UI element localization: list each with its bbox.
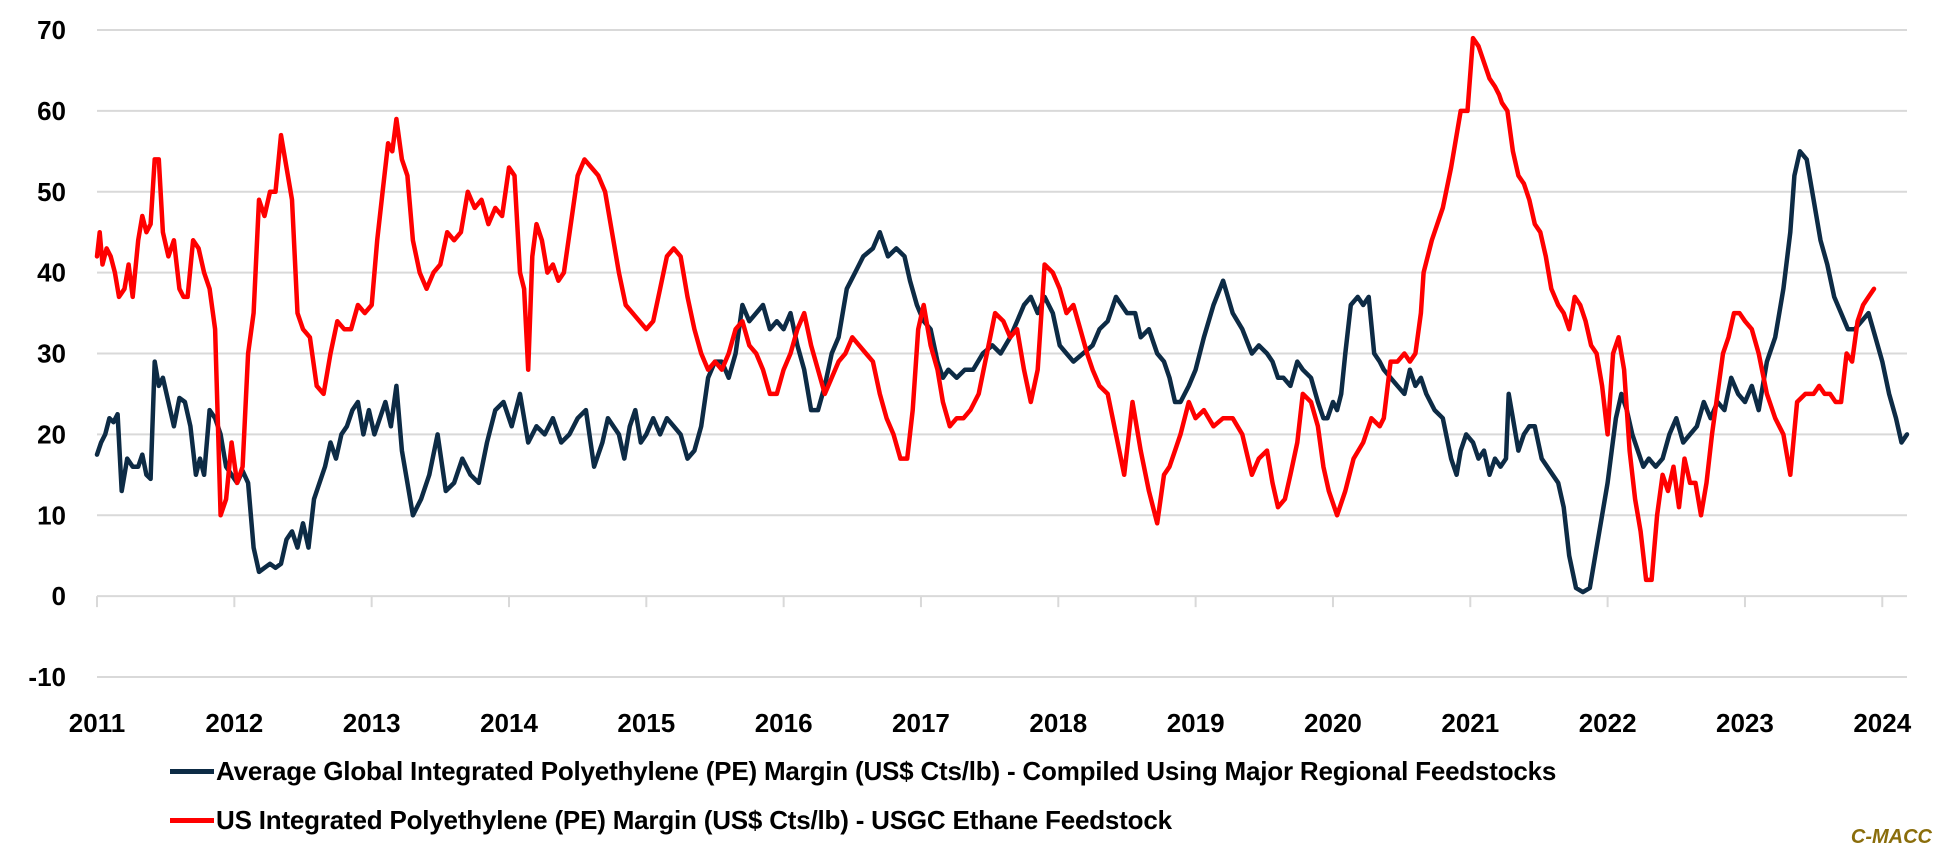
y-tick-label: 50: [37, 177, 66, 207]
x-tick-label: 2019: [1167, 708, 1225, 738]
legend-label: US Integrated Polyethylene (PE) Margin (…: [216, 805, 1172, 835]
y-tick-label: 40: [37, 258, 66, 288]
x-axis-tick-labels: 2011 2012 2013 2014 2015 2016 2017 2018 2019 2020…: [69, 708, 1912, 738]
x-tick-label: 2017: [892, 708, 950, 738]
x-tick-label: 2014: [480, 708, 538, 738]
legend-item-us-pe-margin: US Integrated Polyethylene (PE) Margin (…: [170, 805, 1172, 836]
source-credit: C-MACC: [1850, 826, 1932, 848]
x-tick-label: 2012: [205, 708, 263, 738]
series-line-us-pe-margin: [94, 35, 1877, 583]
y-tick-label: -10: [28, 662, 66, 692]
x-tick-label: 2023: [1716, 708, 1774, 738]
legend-swatch-red: [170, 818, 214, 823]
y-tick-label: 60: [37, 96, 66, 126]
series-lines: [94, 35, 1910, 595]
x-tick-label: 2016: [755, 708, 813, 738]
x-tick-label: 2018: [1029, 708, 1087, 738]
legend-label: Average Global Integrated Polyethylene (…: [216, 756, 1557, 786]
y-tick-label: 10: [37, 500, 66, 530]
y-tick-label: 20: [37, 419, 66, 449]
series-line-global-pe-margin: [94, 149, 1910, 595]
y-tick-label: 0: [52, 581, 66, 611]
y-tick-label: 30: [37, 339, 66, 369]
x-tick-label: 2024: [1853, 708, 1911, 738]
x-tick-label: 2011: [69, 708, 125, 738]
x-tick-label: 2020: [1304, 708, 1362, 738]
y-tick-label: 70: [37, 15, 66, 45]
x-tick-label: 2013: [343, 708, 401, 738]
x-tick-label: 2015: [617, 708, 675, 738]
legend-item-global-pe-margin: Average Global Integrated Polyethylene (…: [170, 756, 1556, 787]
legend-swatch-navy: [170, 769, 214, 774]
y-axis-tick-labels: 70 60 50 40 30 20 10 0 -10: [28, 15, 66, 692]
x-tick-label: 2021: [1441, 708, 1499, 738]
x-tick-label: 2022: [1579, 708, 1637, 738]
